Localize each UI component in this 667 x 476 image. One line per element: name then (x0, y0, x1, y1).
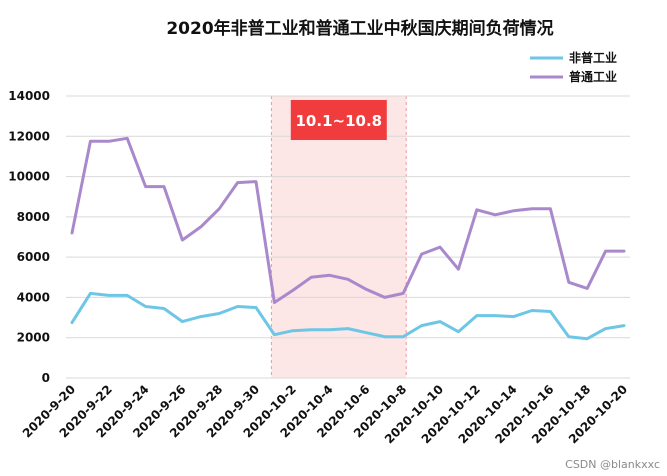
chart-title: 2020年非普工业和普通工业中秋国庆期间负荷情况 (166, 18, 553, 39)
legend-item-1: 普通工业 (530, 69, 617, 84)
legend-label-0: 非普工业 (569, 50, 617, 65)
legend-item-0: 非普工业 (530, 50, 617, 65)
x-axis-tick-labels: 2020-9-202020-9-222020-9-242020-9-262020… (20, 382, 630, 446)
y-tick-label: 12000 (8, 129, 50, 143)
horizontal-gridlines (66, 95, 630, 379)
annotation-label: 10.1~10.8 (296, 112, 383, 130)
legend: 非普工业 普通工业 (530, 50, 617, 84)
y-tick-label: 6000 (17, 250, 50, 264)
y-tick-label: 8000 (17, 210, 50, 224)
y-tick-label: 2000 (17, 331, 50, 345)
y-axis-tick-labels: 0 2000 4000 6000 8000 10000 12000 14000 (8, 89, 50, 385)
y-tick-label: 4000 (17, 290, 50, 304)
y-tick-label: 10000 (8, 170, 50, 184)
watermark: CSDN @blankxxc (565, 458, 660, 471)
series-lines (70, 136, 626, 341)
holiday-annotation: 10.1~10.8 (290, 100, 387, 140)
y-tick-label: 14000 (8, 89, 50, 103)
annotation-box (290, 100, 387, 140)
y-tick-label: 0 (42, 371, 50, 385)
legend-label-1: 普通工业 (569, 69, 617, 84)
series-line-0 (70, 291, 626, 341)
series-line-1 (70, 136, 626, 304)
